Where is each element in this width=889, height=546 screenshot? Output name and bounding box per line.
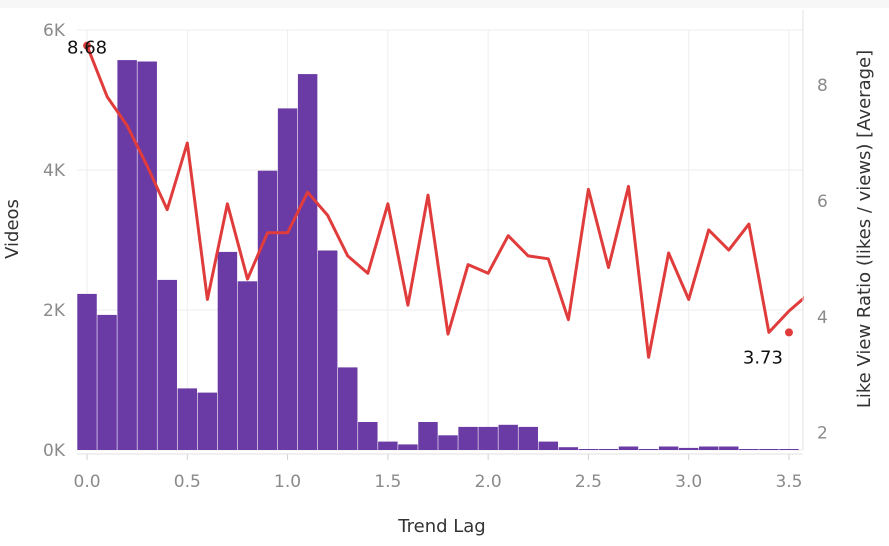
x-tick-label: 0.0 bbox=[74, 472, 101, 492]
bar bbox=[438, 435, 458, 450]
y-tick-label: 2K bbox=[43, 301, 66, 321]
bar bbox=[458, 426, 478, 450]
y2-tick-label: 4 bbox=[817, 308, 828, 328]
bar bbox=[598, 449, 619, 450]
bar-series bbox=[77, 60, 799, 451]
y-axis-title: Videos bbox=[2, 199, 23, 259]
bar bbox=[779, 449, 799, 450]
bar bbox=[498, 424, 518, 450]
bar bbox=[618, 446, 639, 450]
data-label: 8.68 bbox=[67, 38, 107, 59]
bar bbox=[418, 422, 438, 450]
x-axis-title: Trend Lag bbox=[397, 516, 485, 537]
bar bbox=[297, 74, 318, 450]
bar bbox=[658, 446, 679, 450]
annotation-point bbox=[784, 328, 793, 337]
bar bbox=[378, 441, 398, 450]
x-tick-label: 1.0 bbox=[274, 472, 301, 492]
bar bbox=[759, 449, 779, 450]
y-tick-label: 6K bbox=[43, 21, 66, 41]
bar bbox=[157, 279, 177, 450]
x-tick-label: 1.5 bbox=[374, 472, 401, 492]
bar bbox=[117, 60, 137, 450]
annotation-point bbox=[83, 41, 92, 50]
bar bbox=[558, 447, 579, 450]
bar bbox=[237, 281, 258, 450]
bar bbox=[177, 388, 198, 450]
data-labels: 8.68 3.73 bbox=[67, 38, 783, 369]
x-tick-label: 2.0 bbox=[475, 472, 502, 492]
top-band bbox=[0, 0, 889, 8]
axes: 0K 2K 4K 6K 0.0 0.5 1.0 1.5 2.0 2.5 3.0 3.5 2 4 6 8 bbox=[43, 10, 828, 492]
bar bbox=[739, 449, 759, 450]
bar bbox=[398, 444, 418, 450]
y2-axis-title: Like View Ratio (likes / views) [Average… bbox=[854, 50, 875, 408]
bar bbox=[518, 426, 538, 450]
bar bbox=[638, 449, 659, 450]
bar bbox=[719, 446, 739, 450]
bar bbox=[678, 447, 699, 450]
bar bbox=[277, 108, 298, 451]
x-tick-label: 0.5 bbox=[174, 472, 201, 492]
bar bbox=[197, 392, 218, 450]
bar bbox=[77, 293, 97, 450]
x-tick-label: 3.5 bbox=[775, 472, 802, 492]
x-tick-label: 2.5 bbox=[575, 472, 602, 492]
line-series bbox=[83, 41, 804, 359]
bar bbox=[699, 446, 719, 450]
y2-tick-label: 6 bbox=[817, 192, 828, 212]
bar bbox=[358, 422, 378, 450]
y2-tick-label: 2 bbox=[817, 424, 828, 444]
bar bbox=[257, 170, 278, 450]
bar bbox=[217, 251, 238, 450]
y-tick-label: 0K bbox=[43, 441, 66, 461]
y2-tick-label: 8 bbox=[817, 76, 828, 96]
x-tick-label: 3.0 bbox=[675, 472, 702, 492]
data-label: 3.73 bbox=[743, 347, 783, 368]
bar bbox=[478, 426, 498, 450]
bar bbox=[317, 250, 338, 450]
grid bbox=[77, 29, 803, 451]
y-tick-label: 4K bbox=[43, 161, 66, 181]
bar bbox=[97, 314, 117, 450]
bar bbox=[578, 449, 599, 450]
bar bbox=[538, 441, 559, 450]
ratio-line bbox=[85, 45, 804, 359]
bar bbox=[137, 61, 157, 450]
bar bbox=[338, 367, 358, 450]
